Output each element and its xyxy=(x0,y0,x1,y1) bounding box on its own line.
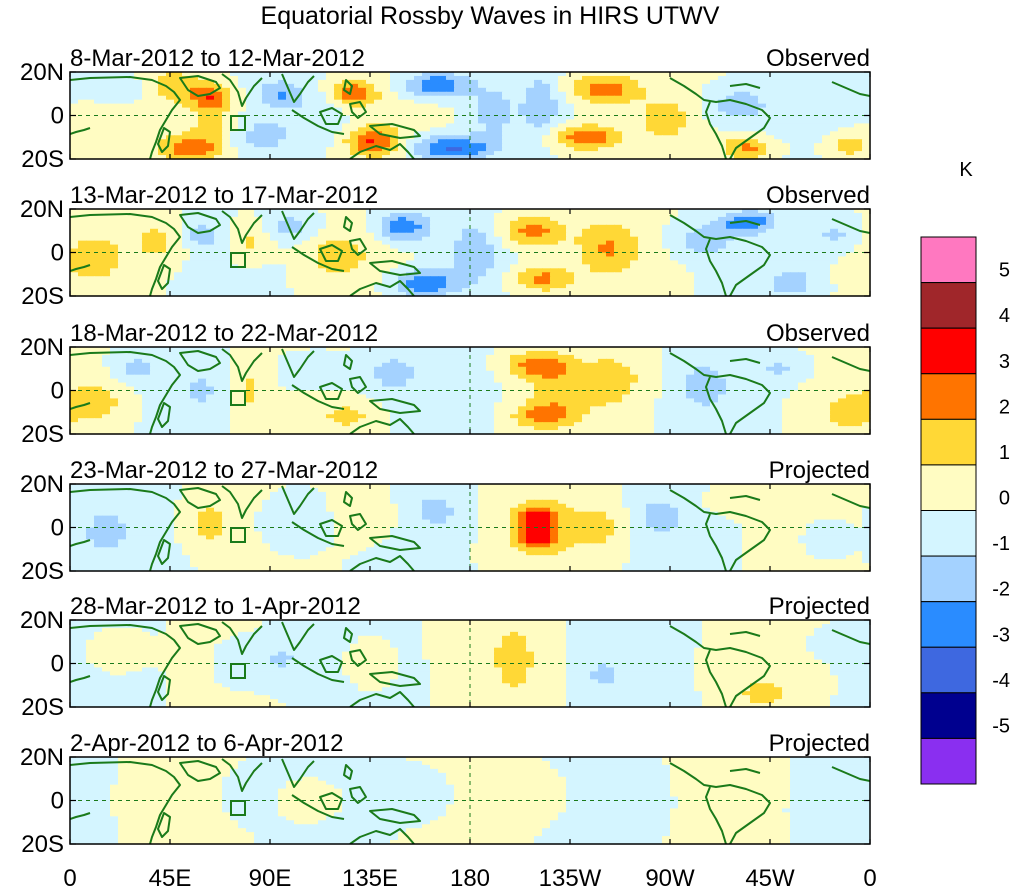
colorbar-swatch xyxy=(920,692,977,739)
panel-status-label: Projected xyxy=(769,730,870,757)
anomaly-field xyxy=(70,620,871,708)
panel-period-label: 18-Mar-2012 to 22-Mar-2012 xyxy=(70,320,378,347)
colorbar-label: -3 xyxy=(992,624,1010,646)
colorbar-label: -4 xyxy=(992,670,1010,692)
panel-status-label: Projected xyxy=(769,593,870,620)
x-tick-label: 90W xyxy=(645,865,695,890)
colorbar-swatch xyxy=(920,464,977,511)
map-panel: 18-Mar-2012 to 22-Mar-2012 Observed 20N 0 20… xyxy=(20,320,871,448)
map-panel: 13-Mar-2012 to 17-Mar-2012 Observed 20N 0 20… xyxy=(20,182,871,310)
panel-period-label: 2-Apr-2012 to 6-Apr-2012 xyxy=(70,730,344,757)
map-panel: 8-Mar-2012 to 12-Mar-2012 Observed 20N 0 20S xyxy=(20,45,871,173)
map-panel: 28-Mar-2012 to 1-Apr-2012 Projected 20N 0 20… xyxy=(20,593,871,721)
colorbar-label: 5 xyxy=(999,260,1010,282)
y-tick-label: 20S xyxy=(21,694,64,721)
colorbar-label: -5 xyxy=(992,715,1010,737)
y-tick-label: 0 xyxy=(51,651,64,678)
x-tick-label: 135E xyxy=(342,865,398,890)
colorbar-label: -1 xyxy=(992,533,1010,555)
x-axis-tick-labels: 0 45E 90E 135E 180 135W 90W 45W 0 xyxy=(63,865,876,890)
panel-period-label: 23-Mar-2012 to 27-Mar-2012 xyxy=(70,457,378,484)
panel-status-label: Projected xyxy=(769,457,870,484)
colorbar-label: 2 xyxy=(999,396,1010,418)
map-panel: 2-Apr-2012 to 6-Apr-2012 Projected 20N 0 20S xyxy=(20,730,871,858)
y-tick-label: 20S xyxy=(21,421,64,448)
anomaly-field xyxy=(70,484,871,572)
y-tick-label: 20S xyxy=(21,283,64,310)
y-tick-label: 20N xyxy=(20,334,64,361)
anomaly-field xyxy=(70,209,871,297)
colorbar-unit: K xyxy=(959,159,973,181)
y-tick-label: 20N xyxy=(20,59,64,86)
colorbar-swatch xyxy=(920,236,977,284)
y-tick-label: 0 xyxy=(51,515,64,542)
colorbar-label: 3 xyxy=(999,351,1010,373)
y-tick-label: 0 xyxy=(51,103,64,130)
colorbar-swatch xyxy=(920,418,977,466)
panel-period-label: 13-Mar-2012 to 17-Mar-2012 xyxy=(70,182,378,209)
anomaly-field xyxy=(70,72,871,160)
y-tick-label: 0 xyxy=(51,378,64,405)
y-tick-label: 20N xyxy=(20,196,64,223)
colorbar-swatch xyxy=(920,601,977,648)
colorbar-label: -2 xyxy=(992,579,1010,601)
map-panels: 8-Mar-2012 to 12-Mar-2012 Observed 20N 0 20S… xyxy=(20,45,871,858)
colorbar-swatch xyxy=(920,646,977,694)
y-tick-label: 20S xyxy=(21,831,64,858)
y-tick-label: 20S xyxy=(21,146,64,173)
y-tick-label: 20N xyxy=(20,471,64,498)
x-tick-label: 45W xyxy=(745,865,795,890)
y-tick-label: 20S xyxy=(21,558,64,585)
colorbar-swatch xyxy=(920,373,977,420)
map-panel: 23-Mar-2012 to 27-Mar-2012 Projected 20N 0 2… xyxy=(20,457,871,585)
y-tick-label: 20N xyxy=(20,744,64,771)
colorbar-swatch xyxy=(920,282,977,329)
x-tick-label: 135W xyxy=(539,865,602,890)
panel-status-label: Observed xyxy=(766,45,870,72)
x-tick-label: 45E xyxy=(149,865,192,890)
y-tick-label: 20N xyxy=(20,607,64,634)
x-tick-label: 90E xyxy=(249,865,292,890)
panel-period-label: 8-Mar-2012 to 12-Mar-2012 xyxy=(70,45,365,72)
x-tick-label: 180 xyxy=(450,865,490,890)
colorbar-swatch xyxy=(920,327,977,375)
y-tick-label: 0 xyxy=(51,240,64,267)
colorbar: 5 4 3 2 1 0 -1 -2 -3 -4 -5 xyxy=(920,236,1010,785)
panel-status-label: Observed xyxy=(766,320,870,347)
colorbar-label: 4 xyxy=(999,305,1010,327)
x-tick-label: 0 xyxy=(63,865,76,890)
colorbar-swatch xyxy=(920,510,977,557)
colorbar-label: 1 xyxy=(999,442,1010,464)
x-tick-label: 0 xyxy=(863,865,876,890)
chart-title: Equatorial Rossby Waves in HIRS UTWV xyxy=(261,2,720,30)
panel-status-label: Observed xyxy=(766,182,870,209)
y-tick-label: 0 xyxy=(51,788,64,815)
colorbar-swatch xyxy=(920,555,977,603)
panel-period-label: 28-Mar-2012 to 1-Apr-2012 xyxy=(70,593,361,620)
colorbar-label: 0 xyxy=(999,488,1010,510)
colorbar-swatch xyxy=(920,737,977,785)
